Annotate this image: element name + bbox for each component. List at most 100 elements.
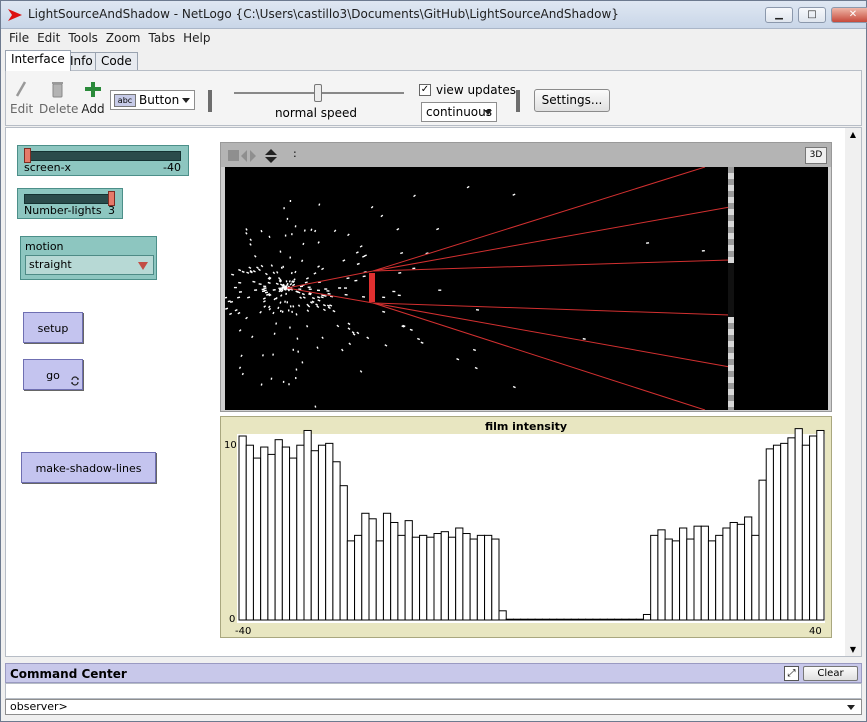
light-particle bbox=[245, 316, 248, 320]
light-particle bbox=[280, 289, 284, 293]
world-view[interactable]: : 3D bbox=[220, 142, 832, 412]
light-particle bbox=[237, 296, 241, 299]
number-lights-slider[interactable]: Number-lights 3 bbox=[17, 188, 123, 219]
slider-knob[interactable] bbox=[108, 191, 115, 206]
histogram-bar bbox=[534, 618, 543, 621]
close-button[interactable]: ✕ bbox=[831, 7, 867, 23]
widget-type-select[interactable]: abc Button bbox=[110, 90, 195, 110]
light-particle bbox=[294, 270, 297, 274]
window-title: LightSourceAndShadow - NetLogo {C:\Users… bbox=[28, 7, 619, 21]
tab-code[interactable]: Code bbox=[95, 52, 138, 70]
light-particle bbox=[302, 296, 306, 299]
interface-workspace: screen-x -40 Number-lights 3 motion stra… bbox=[5, 127, 862, 657]
tab-info[interactable]: Info bbox=[64, 52, 99, 70]
histogram-bar bbox=[419, 534, 428, 621]
maximize-button[interactable]: □ bbox=[798, 7, 826, 23]
screen-x-slider[interactable]: screen-x -40 bbox=[17, 145, 189, 176]
histogram-bar bbox=[585, 618, 594, 621]
edit-label: Edit bbox=[10, 102, 34, 116]
shadow-line bbox=[372, 259, 731, 272]
film-strip-cell bbox=[728, 347, 734, 353]
light-particle bbox=[229, 312, 233, 316]
make-shadow-lines-button[interactable]: make-shadow-lines bbox=[21, 452, 156, 483]
menu-zoom[interactable]: Zoom bbox=[105, 31, 141, 45]
go-button[interactable]: go bbox=[23, 359, 83, 390]
histogram-bar bbox=[722, 527, 731, 621]
tab-interface[interactable]: Interface bbox=[5, 50, 71, 71]
film-strip-cell bbox=[728, 185, 734, 191]
chevron-down-icon[interactable] bbox=[847, 705, 855, 710]
light-particle bbox=[241, 372, 244, 376]
film-strip-cell bbox=[728, 359, 734, 365]
light-particle bbox=[304, 281, 308, 284]
delete-tool[interactable]: Delete bbox=[39, 81, 78, 116]
light-particle bbox=[341, 348, 344, 352]
histogram-bar bbox=[332, 461, 341, 621]
chooser-arrow-icon bbox=[138, 262, 148, 270]
film-intensity-plot: film intensity 10 0 -40 40 bbox=[220, 416, 832, 638]
slider-knob[interactable] bbox=[24, 148, 31, 163]
menu-edit[interactable]: Edit bbox=[37, 31, 61, 45]
light-particle bbox=[267, 281, 271, 284]
histogram-bar bbox=[390, 521, 399, 621]
light-particle bbox=[292, 280, 295, 284]
histogram-bar bbox=[469, 538, 478, 621]
menu-bar: File Edit Tools Zoom Tabs Help bbox=[1, 29, 866, 49]
histogram-bar bbox=[325, 442, 334, 621]
menu-file[interactable]: File bbox=[9, 31, 30, 45]
histogram-bar bbox=[751, 534, 760, 621]
update-mode-select[interactable]: continuous bbox=[421, 102, 497, 122]
shadow-line bbox=[286, 287, 374, 304]
pencil-icon bbox=[15, 81, 27, 97]
workspace-scrollbar[interactable]: ▲ ▼ bbox=[845, 128, 861, 656]
3d-view-button[interactable]: 3D bbox=[805, 147, 827, 164]
view-controls-icon[interactable] bbox=[228, 148, 280, 164]
chooser-value-box[interactable]: straight bbox=[25, 255, 154, 275]
light-particle bbox=[268, 276, 272, 280]
light-particle bbox=[318, 203, 321, 206]
menu-help[interactable]: Help bbox=[183, 31, 211, 45]
light-particle bbox=[512, 385, 516, 389]
slider-track[interactable] bbox=[24, 194, 115, 204]
speed-slider-thumb[interactable] bbox=[314, 84, 322, 102]
expand-icon[interactable]: ⤢ bbox=[784, 666, 799, 681]
histogram-bar bbox=[455, 527, 464, 621]
menu-tabs[interactable]: Tabs bbox=[148, 31, 176, 45]
scroll-down-icon[interactable]: ▼ bbox=[849, 645, 857, 654]
film-strip-cell bbox=[728, 251, 734, 257]
edit-tool[interactable]: Edit bbox=[10, 81, 34, 116]
clear-button[interactable]: Clear bbox=[803, 666, 858, 681]
settings-button[interactable]: Settings... bbox=[534, 89, 610, 112]
film-strip-cell bbox=[728, 299, 734, 305]
light-particle bbox=[260, 229, 263, 233]
light-particle bbox=[229, 300, 234, 304]
setup-button[interactable]: setup bbox=[23, 312, 83, 343]
tick-counter: : bbox=[293, 147, 297, 160]
film-strip-cell bbox=[728, 407, 734, 410]
view-updates-checkbox[interactable]: ✓ bbox=[419, 84, 431, 96]
histogram-bar bbox=[245, 444, 254, 621]
command-input-row[interactable]: observer> bbox=[5, 699, 862, 715]
light-particle bbox=[275, 296, 278, 300]
histogram-bar bbox=[491, 538, 500, 621]
light-particle bbox=[291, 280, 294, 283]
slider-track[interactable] bbox=[24, 151, 181, 161]
light-particle bbox=[252, 280, 256, 283]
film-strip-cell bbox=[728, 311, 734, 317]
trash-icon bbox=[52, 82, 63, 98]
light-particle bbox=[346, 277, 350, 280]
light-particle bbox=[351, 331, 355, 334]
observer-label[interactable]: observer> bbox=[10, 700, 68, 713]
film-strip-cell bbox=[728, 209, 734, 215]
motion-chooser[interactable]: motion straight bbox=[20, 236, 157, 280]
shadow-line bbox=[286, 270, 374, 289]
scroll-up-icon[interactable]: ▲ bbox=[849, 130, 857, 139]
histogram-bar bbox=[361, 512, 370, 621]
menu-tools[interactable]: Tools bbox=[68, 31, 98, 45]
add-tool[interactable]: Add bbox=[80, 81, 106, 116]
light-particle bbox=[297, 304, 301, 307]
film-strip-cell bbox=[728, 239, 734, 245]
light-particle bbox=[352, 333, 356, 336]
film-strip-cell bbox=[728, 365, 734, 371]
minimize-button[interactable]: ▁ bbox=[765, 7, 793, 23]
